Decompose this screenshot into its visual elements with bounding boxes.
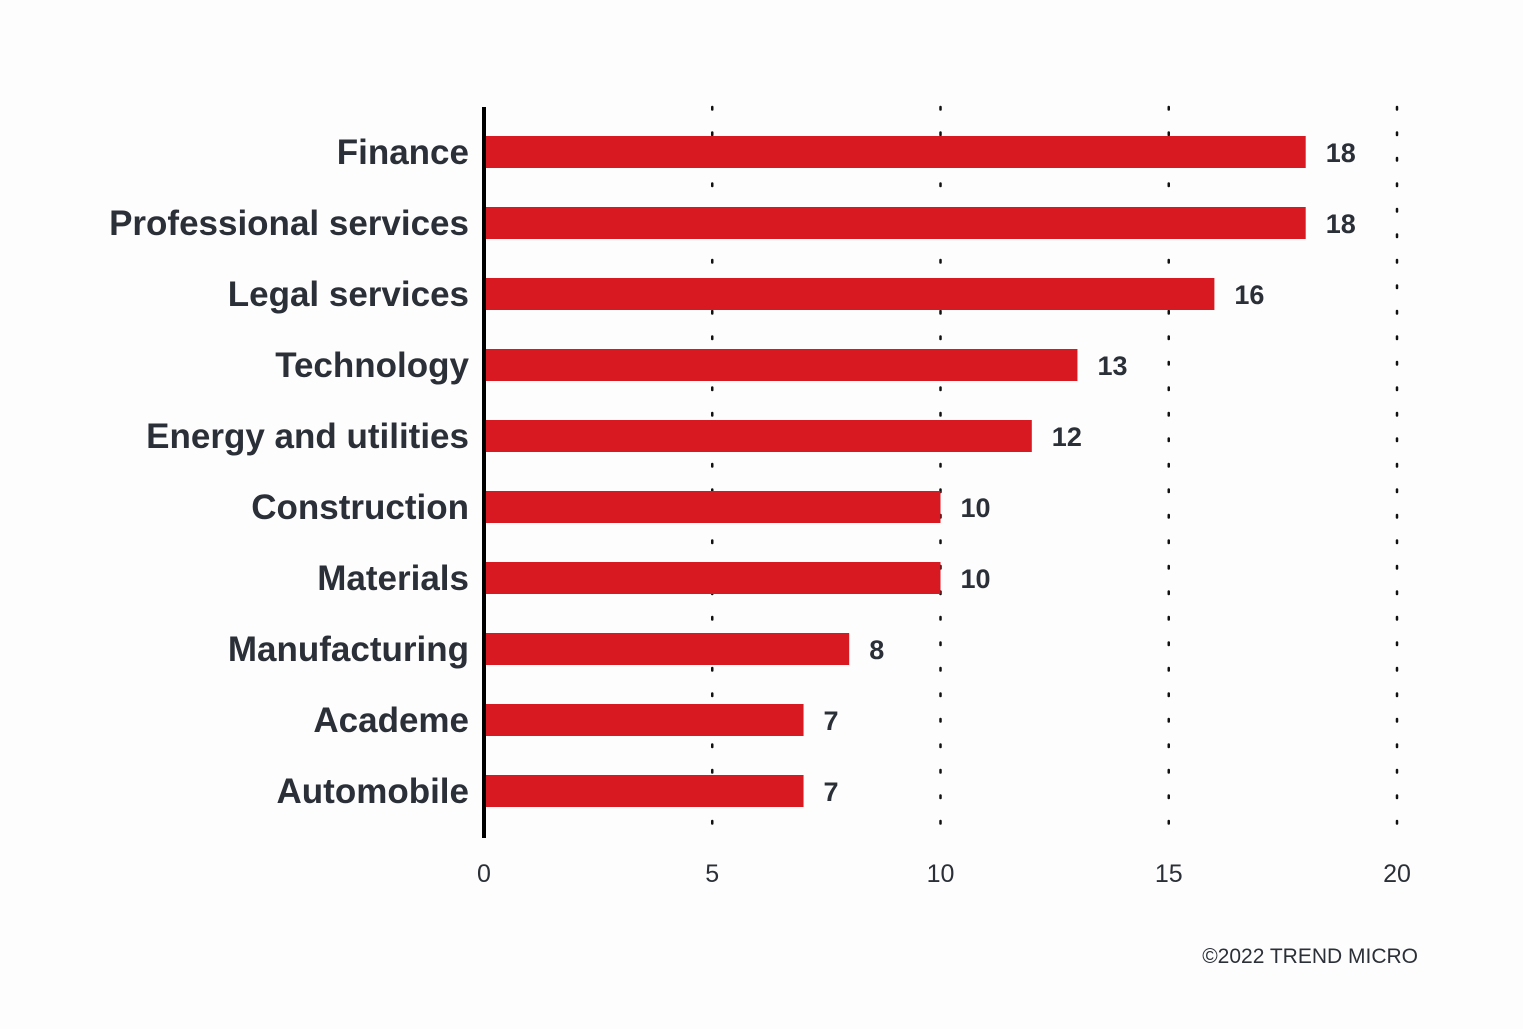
data-label: 13 bbox=[1097, 351, 1127, 381]
data-label: 7 bbox=[824, 706, 839, 736]
bar bbox=[484, 136, 1306, 168]
category-label: Academe bbox=[313, 701, 469, 740]
bar bbox=[484, 349, 1078, 381]
data-label: 16 bbox=[1234, 280, 1264, 310]
x-tick-label: 5 bbox=[705, 860, 719, 888]
bar bbox=[484, 420, 1032, 452]
bar bbox=[484, 633, 850, 665]
bar bbox=[484, 775, 804, 807]
data-label: 7 bbox=[824, 777, 839, 807]
data-label: 10 bbox=[961, 564, 991, 594]
data-label: 8 bbox=[869, 635, 884, 665]
category-label: Automobile bbox=[277, 772, 469, 811]
category-label: Manufacturing bbox=[228, 630, 469, 669]
x-tick-label: 20 bbox=[1383, 860, 1411, 888]
category-label: Construction bbox=[251, 488, 469, 527]
category-label: Legal services bbox=[228, 275, 469, 314]
bar bbox=[484, 491, 941, 523]
bar bbox=[484, 704, 804, 736]
data-label: 12 bbox=[1052, 422, 1082, 452]
x-tick-label: 0 bbox=[477, 860, 491, 888]
category-label: Finance bbox=[337, 133, 469, 172]
data-label: 18 bbox=[1326, 138, 1356, 168]
category-label: Technology bbox=[275, 346, 469, 385]
bar bbox=[484, 207, 1306, 239]
x-tick-label: 10 bbox=[927, 860, 955, 888]
data-label: 10 bbox=[961, 493, 991, 523]
copyright-footer: ©2022 TREND MICRO bbox=[1202, 945, 1418, 968]
data-label: 18 bbox=[1326, 209, 1356, 239]
bar bbox=[484, 562, 941, 594]
category-label: Energy and utilities bbox=[146, 417, 469, 456]
x-tick-label: 15 bbox=[1155, 860, 1183, 888]
bar bbox=[484, 278, 1215, 310]
category-label: Materials bbox=[317, 559, 469, 598]
category-label: Professional services bbox=[109, 204, 469, 243]
